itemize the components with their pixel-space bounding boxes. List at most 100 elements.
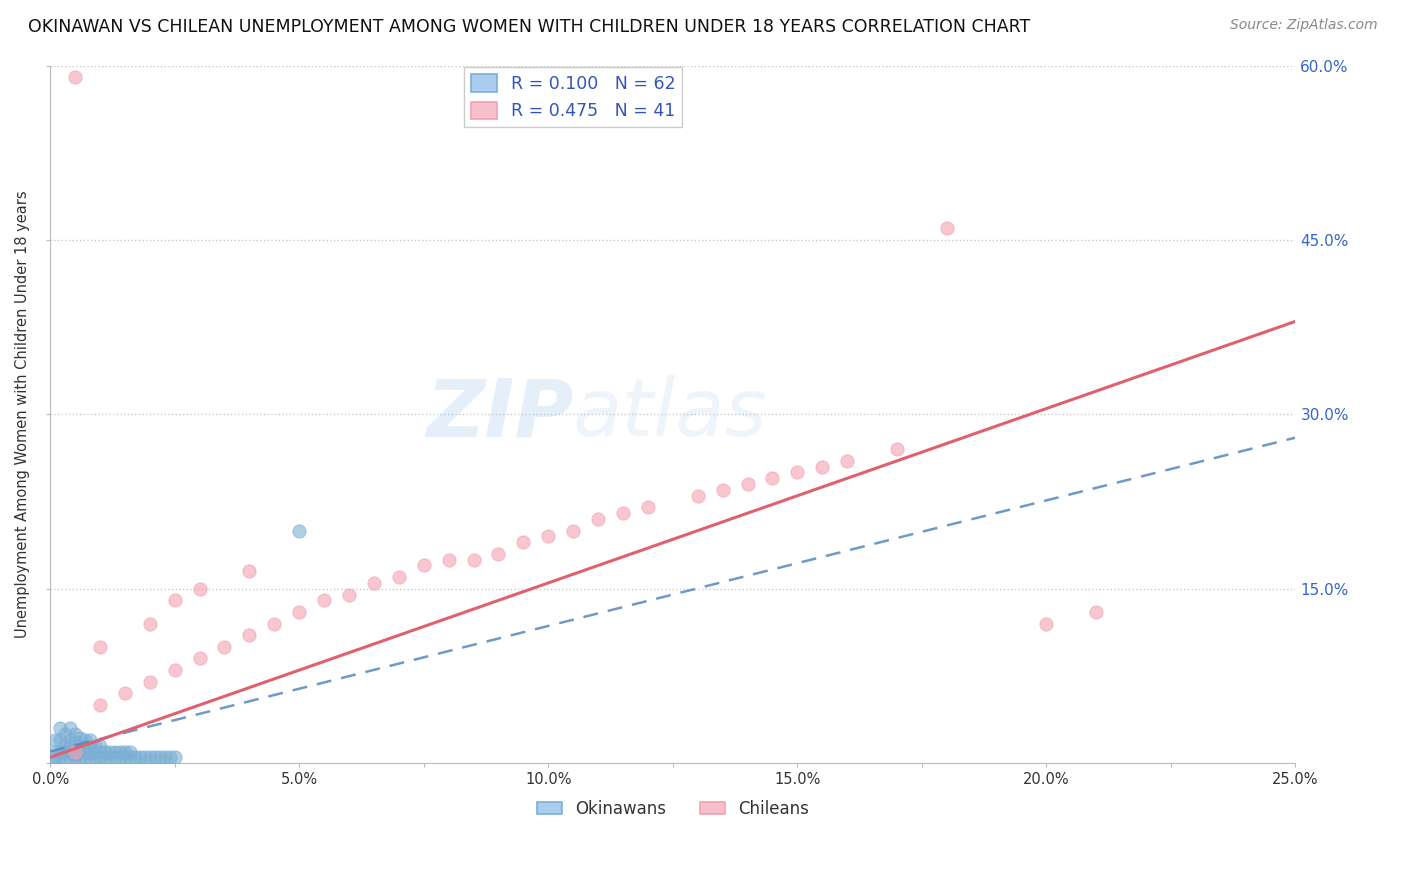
Point xyxy=(104,750,127,764)
Point xyxy=(79,739,101,753)
Point xyxy=(63,750,86,764)
Point xyxy=(188,582,211,596)
Point xyxy=(89,744,111,758)
Point xyxy=(98,750,121,764)
Point xyxy=(314,593,336,607)
Point xyxy=(512,535,534,549)
Y-axis label: Unemployment Among Women with Children Under 18 years: Unemployment Among Women with Children U… xyxy=(15,191,30,638)
Point xyxy=(163,663,186,677)
Point xyxy=(69,731,91,745)
Point xyxy=(153,750,176,764)
Point xyxy=(73,750,96,764)
Point xyxy=(59,750,82,764)
Point xyxy=(163,750,186,764)
Point xyxy=(44,744,66,758)
Point xyxy=(188,651,211,665)
Point xyxy=(69,739,91,753)
Point xyxy=(73,744,96,758)
Point xyxy=(562,524,585,538)
Point xyxy=(79,750,101,764)
Point xyxy=(63,70,86,85)
Text: Source: ZipAtlas.com: Source: ZipAtlas.com xyxy=(1230,18,1378,32)
Point xyxy=(118,744,141,758)
Point xyxy=(612,506,634,520)
Point xyxy=(159,750,181,764)
Point xyxy=(44,755,66,769)
Legend: Okinawans, Chileans: Okinawans, Chileans xyxy=(530,793,815,824)
Point xyxy=(59,739,82,753)
Point xyxy=(79,732,101,747)
Point xyxy=(214,640,236,654)
Point xyxy=(686,489,709,503)
Point xyxy=(761,471,783,485)
Point xyxy=(114,750,136,764)
Point xyxy=(53,727,76,741)
Point xyxy=(94,744,117,758)
Point xyxy=(1035,616,1057,631)
Point xyxy=(586,512,609,526)
Point xyxy=(114,686,136,700)
Point xyxy=(53,750,76,764)
Point xyxy=(84,750,107,764)
Point xyxy=(811,459,834,474)
Point xyxy=(263,616,285,631)
Point xyxy=(388,570,411,584)
Point xyxy=(886,442,908,457)
Point xyxy=(114,744,136,758)
Point xyxy=(63,727,86,741)
Point xyxy=(163,593,186,607)
Point xyxy=(1085,605,1108,619)
Point xyxy=(49,744,72,758)
Point xyxy=(238,628,260,642)
Point xyxy=(363,576,385,591)
Point xyxy=(73,732,96,747)
Point xyxy=(59,732,82,747)
Point xyxy=(637,500,659,515)
Point xyxy=(935,221,957,235)
Point xyxy=(108,744,131,758)
Point xyxy=(89,750,111,764)
Point xyxy=(737,477,759,491)
Point xyxy=(94,750,117,764)
Point xyxy=(49,750,72,764)
Point xyxy=(59,721,82,735)
Point xyxy=(79,744,101,758)
Point xyxy=(69,750,91,764)
Point xyxy=(288,605,311,619)
Point xyxy=(139,616,162,631)
Point xyxy=(63,742,86,756)
Point xyxy=(89,640,111,654)
Point xyxy=(437,552,460,566)
Point xyxy=(63,747,86,761)
Text: OKINAWAN VS CHILEAN UNEMPLOYMENT AMONG WOMEN WITH CHILDREN UNDER 18 YEARS CORREL: OKINAWAN VS CHILEAN UNEMPLOYMENT AMONG W… xyxy=(28,18,1031,36)
Text: ZIP: ZIP xyxy=(426,376,574,453)
Point xyxy=(537,529,560,543)
Point xyxy=(44,732,66,747)
Point xyxy=(44,750,66,764)
Point xyxy=(134,750,156,764)
Point xyxy=(108,750,131,764)
Point xyxy=(104,744,127,758)
Point xyxy=(69,744,91,758)
Point xyxy=(49,721,72,735)
Point xyxy=(139,750,162,764)
Point xyxy=(139,674,162,689)
Point xyxy=(337,588,360,602)
Point xyxy=(149,750,172,764)
Point xyxy=(238,564,260,578)
Point xyxy=(84,744,107,758)
Point xyxy=(53,744,76,758)
Point xyxy=(98,744,121,758)
Point xyxy=(143,750,166,764)
Point xyxy=(53,739,76,753)
Point xyxy=(63,744,86,758)
Point xyxy=(786,466,808,480)
Point xyxy=(63,735,86,749)
Point xyxy=(59,744,82,758)
Point xyxy=(288,524,311,538)
Text: atlas: atlas xyxy=(574,376,768,453)
Point xyxy=(84,739,107,753)
Point xyxy=(463,552,485,566)
Point xyxy=(89,698,111,712)
Point xyxy=(837,454,859,468)
